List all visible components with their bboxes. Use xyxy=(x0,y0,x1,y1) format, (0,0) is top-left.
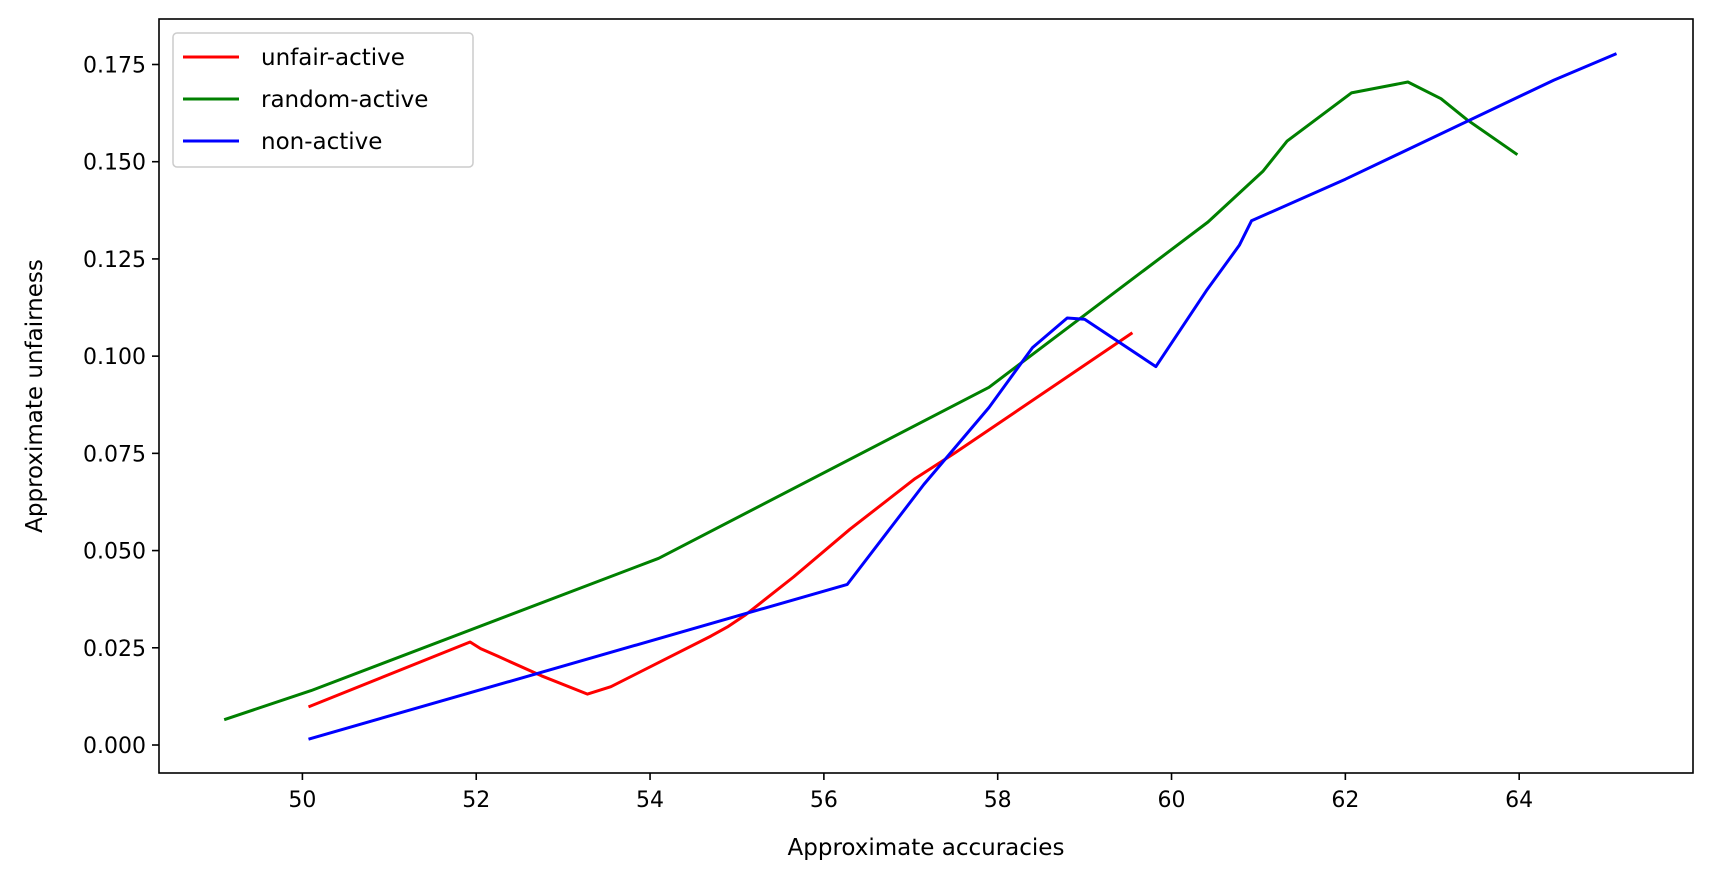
legend: unfair-active random-active non-active xyxy=(172,32,474,168)
x-tick-label: 56 xyxy=(810,788,838,813)
series-line-non-active xyxy=(308,52,1618,741)
y-axis-label: Approximate unfairness xyxy=(22,259,48,533)
y-tick-label: 0.100 xyxy=(83,345,146,370)
y-tick-label: 0.025 xyxy=(83,637,146,662)
y-axis: 0.000 0.025 0.050 0.075 0.100 0.125 0.150 0.175 xyxy=(83,53,159,759)
x-tick-label: 50 xyxy=(288,788,316,813)
y-tick-label: 0.050 xyxy=(83,540,146,565)
x-axis-label: Approximate accuracies xyxy=(788,835,1065,861)
legend-box xyxy=(172,32,474,168)
y-tick-label: 0.075 xyxy=(83,442,146,467)
x-tick-label: 60 xyxy=(1158,788,1186,813)
legend-label: unfair-active xyxy=(261,45,405,71)
legend-label: random-active xyxy=(261,87,428,113)
x-tick-label: 58 xyxy=(984,788,1012,813)
y-tick-label: 0.000 xyxy=(83,734,146,759)
y-tick-label: 0.150 xyxy=(83,151,146,176)
series-line-unfair-active xyxy=(307,331,1134,709)
series-layer xyxy=(223,52,1618,741)
plot-area-frame xyxy=(158,18,1694,774)
x-tick-label: 64 xyxy=(1505,788,1533,813)
x-tick-label: 52 xyxy=(462,788,490,813)
x-tick-label: 62 xyxy=(1331,788,1359,813)
y-tick-label: 0.125 xyxy=(83,248,146,273)
series-line-random-active xyxy=(223,80,1519,722)
y-tick-label: 0.175 xyxy=(83,53,146,78)
x-axis: 50 52 54 56 58 60 62 64 xyxy=(288,773,1533,813)
x-tick-label: 54 xyxy=(636,788,664,813)
legend-label: non-active xyxy=(261,129,382,155)
